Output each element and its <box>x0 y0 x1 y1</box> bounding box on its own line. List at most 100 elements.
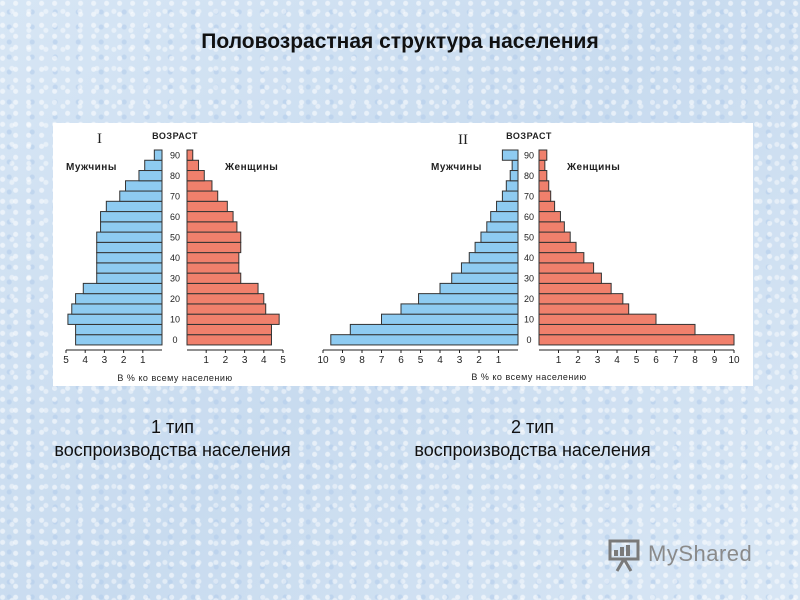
age-tick-label: 20 <box>170 294 180 304</box>
male-bar <box>505 180 519 192</box>
x-tick-label: 5 <box>418 355 424 366</box>
male-bar <box>496 200 519 213</box>
x-axis-title: В % ко всему населению <box>471 372 586 382</box>
female-bar <box>538 303 630 315</box>
x-tick-label: 9 <box>712 355 718 366</box>
female-bar <box>186 272 242 284</box>
male-bar <box>125 180 163 192</box>
male-bar <box>501 190 519 202</box>
presentation-board-icon <box>608 539 640 572</box>
age-tick-label: 0 <box>526 335 531 345</box>
female-bar <box>186 159 200 172</box>
caption-line: 2 тип <box>510 417 555 437</box>
age-tick-label: 0 <box>172 335 177 345</box>
female-bar <box>186 323 272 336</box>
female-bar <box>186 170 205 182</box>
age-tick-label: 80 <box>524 171 534 181</box>
age-tick-label: 70 <box>524 191 534 201</box>
male-bar <box>486 221 519 233</box>
x-tick-label: 1 <box>556 355 562 366</box>
x-tick-label: 6 <box>653 355 659 366</box>
female-bar <box>538 211 561 223</box>
female-bar <box>186 282 259 295</box>
female-bar <box>186 180 213 192</box>
male-bar <box>451 272 519 284</box>
x-tick-label: 8 <box>692 355 698 366</box>
male-bar <box>100 221 163 233</box>
caption-line: воспроизводства населения <box>54 440 291 460</box>
age-tick-label: 80 <box>170 171 180 181</box>
male-bar <box>119 190 163 202</box>
x-tick-label: 3 <box>102 355 108 366</box>
male-bar <box>96 262 163 274</box>
x-tick-label: 3 <box>595 355 601 366</box>
age-tick-label: 50 <box>170 232 180 242</box>
male-bar <box>418 293 519 305</box>
x-tick-label: 8 <box>359 355 365 366</box>
x-tick-label: 5 <box>63 355 69 366</box>
caption-type-2: 2 тип воспроизводства населения <box>380 416 685 462</box>
age-tick-label: 10 <box>170 314 180 324</box>
age-tick-label: 30 <box>170 273 180 283</box>
male-bar <box>509 170 519 182</box>
page-title: Половозрастная структура населения <box>201 30 599 53</box>
male-bar <box>330 334 519 346</box>
x-tick-label: 5 <box>634 355 640 366</box>
x-tick-label: 2 <box>121 355 127 366</box>
male-bar <box>381 313 519 325</box>
female-bar <box>186 313 280 325</box>
male-bar <box>349 323 519 336</box>
age-tick-label: 10 <box>524 314 534 324</box>
brand-logo: MyShared <box>608 537 768 573</box>
female-bar <box>538 313 657 325</box>
male-bar <box>96 231 163 243</box>
x-tick-label: 9 <box>340 355 346 366</box>
male-bar <box>96 252 163 264</box>
female-bar <box>538 221 565 233</box>
male-bar <box>71 303 163 315</box>
male-bar <box>474 241 519 254</box>
female-bar <box>538 262 595 274</box>
pyramid-type-2: II ВОЗРАСТ Мужчины Женщины В % ко всему … <box>317 131 740 382</box>
female-bar <box>538 180 550 192</box>
caption-line: 1 тип <box>150 417 195 437</box>
male-bar <box>144 159 163 172</box>
male-bar <box>153 149 163 161</box>
female-bar <box>538 149 548 161</box>
x-tick-label: 7 <box>379 355 385 366</box>
age-tick-label: 60 <box>170 212 180 222</box>
male-bar <box>468 252 519 264</box>
female-bar <box>538 282 612 295</box>
age-tick-label: 90 <box>170 150 180 160</box>
age-tick-label: 70 <box>170 191 180 201</box>
age-axis-title: ВОЗРАСТ <box>152 131 198 141</box>
age-tick-label: 40 <box>170 253 180 263</box>
x-tick-label: 3 <box>457 355 463 366</box>
female-bar <box>538 323 696 336</box>
age-tick-label: 30 <box>524 273 534 283</box>
female-bar <box>186 241 242 254</box>
male-bar <box>460 262 519 274</box>
female-bar <box>538 241 577 254</box>
male-bar <box>490 211 519 223</box>
age-tick-label: 50 <box>524 232 534 242</box>
caption-line: воспроизводства населения <box>414 440 651 460</box>
female-bar <box>538 200 556 213</box>
x-tick-label: 2 <box>476 355 482 366</box>
male-bar <box>480 231 519 243</box>
x-tick-label: 10 <box>728 355 740 366</box>
caption-type-1: 1 тип воспроизводства населения <box>20 416 325 462</box>
x-tick-label: 1 <box>203 355 209 366</box>
pyramid-numeral: I <box>97 131 102 147</box>
x-tick-label: 7 <box>673 355 679 366</box>
x-tick-label: 2 <box>223 355 229 366</box>
female-bar <box>186 200 228 213</box>
female-bar <box>186 221 238 233</box>
x-tick-label: 1 <box>140 355 146 366</box>
female-bar <box>186 262 240 274</box>
male-bar <box>400 303 519 315</box>
male-bar <box>439 282 519 295</box>
female-bar <box>186 231 242 243</box>
x-tick-label: 4 <box>82 355 88 366</box>
x-tick-label: 3 <box>242 355 248 366</box>
